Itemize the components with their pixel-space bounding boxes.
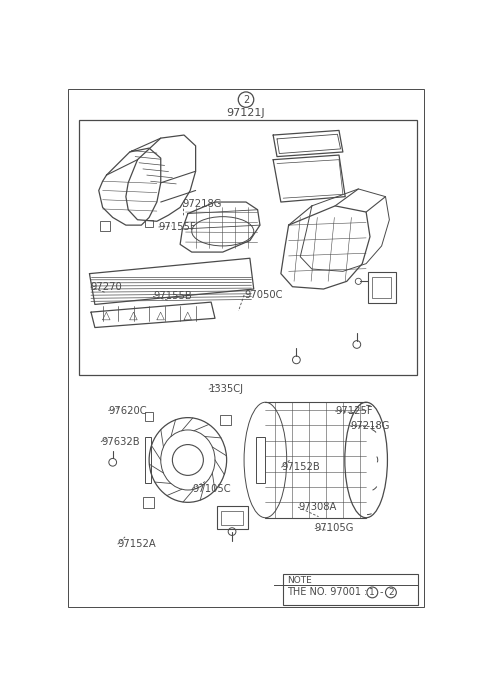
Text: -: - [380, 588, 384, 597]
Text: 1: 1 [370, 588, 375, 597]
Bar [216, 506, 248, 529]
Bar [143, 497, 154, 508]
Text: 1335CJ: 1335CJ [209, 384, 244, 394]
Bar [145, 220, 153, 227]
Text: NOTE: NOTE [287, 575, 312, 584]
Bar [145, 437, 151, 483]
Text: 97105C: 97105C [192, 484, 231, 493]
Ellipse shape [149, 418, 227, 502]
Bar [221, 511, 243, 524]
Text: 97308A: 97308A [298, 502, 336, 512]
Text: THE NO. 97001 :: THE NO. 97001 : [287, 588, 371, 597]
Text: 97105G: 97105G [315, 524, 354, 533]
Text: 2: 2 [243, 94, 249, 105]
Bar [220, 415, 230, 424]
Bar [100, 221, 109, 231]
Circle shape [385, 587, 396, 598]
Bar [256, 437, 265, 483]
Bar [368, 272, 396, 303]
Bar [283, 574, 418, 605]
Text: 97632B: 97632B [101, 437, 140, 447]
Text: 97155B: 97155B [153, 291, 192, 302]
Text: 97218G: 97218G [183, 198, 222, 209]
Bar [145, 412, 153, 422]
Circle shape [367, 587, 378, 598]
Circle shape [238, 92, 254, 107]
Text: 97620C: 97620C [108, 406, 147, 415]
Bar [372, 277, 391, 298]
Text: 97121J: 97121J [227, 108, 265, 119]
Text: 97218G: 97218G [350, 421, 390, 431]
Text: 2: 2 [388, 588, 394, 597]
Text: 97125F: 97125F [335, 406, 373, 416]
Bar [79, 120, 417, 376]
Text: 97050C: 97050C [244, 290, 283, 300]
Text: 97270: 97270 [91, 282, 122, 292]
Text: 97152B: 97152B [281, 462, 320, 473]
Text: 97155F: 97155F [158, 222, 196, 232]
Text: 97152A: 97152A [118, 539, 156, 549]
